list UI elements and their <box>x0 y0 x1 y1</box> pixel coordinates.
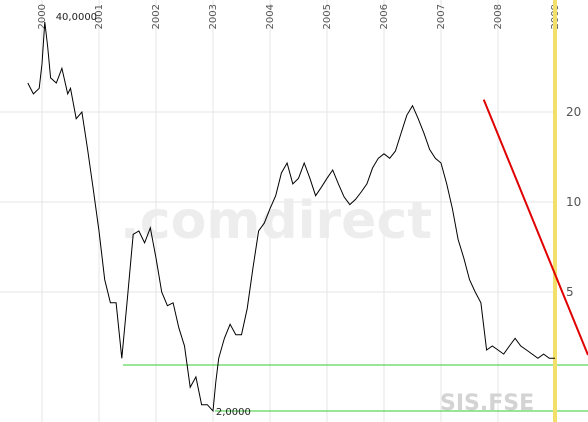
price-series-line <box>27 21 555 413</box>
price-tick-label: 20 <box>566 105 581 119</box>
year-tick-label: 2002 <box>151 4 162 29</box>
year-tick-label: 2000 <box>37 4 48 29</box>
low-annotation: 2,0000 <box>216 407 251 418</box>
year-tick-label: 2008 <box>493 4 504 29</box>
price-tick-label: 5 <box>566 285 574 299</box>
year-tick-label: 2003 <box>208 4 219 29</box>
x-axis-year-labels: 2000200120022003200420052006200720082009 <box>37 4 561 29</box>
year-tick-label: 2007 <box>436 4 447 29</box>
price-tick-label: 10 <box>566 195 581 209</box>
high-annotation: 40,0000 <box>56 12 97 23</box>
year-tick-label: 2004 <box>265 4 276 29</box>
year-tick-label: 2005 <box>322 4 333 29</box>
resistance-trendline <box>482 99 588 356</box>
watermark: .comdirect <box>120 191 432 251</box>
year-tick-label: 2001 <box>94 4 105 29</box>
y-axis-price-labels: 5 10 20 <box>566 105 581 299</box>
ticker-label: SIS.FSE <box>440 391 534 416</box>
year-tick-label: 2006 <box>379 4 390 29</box>
